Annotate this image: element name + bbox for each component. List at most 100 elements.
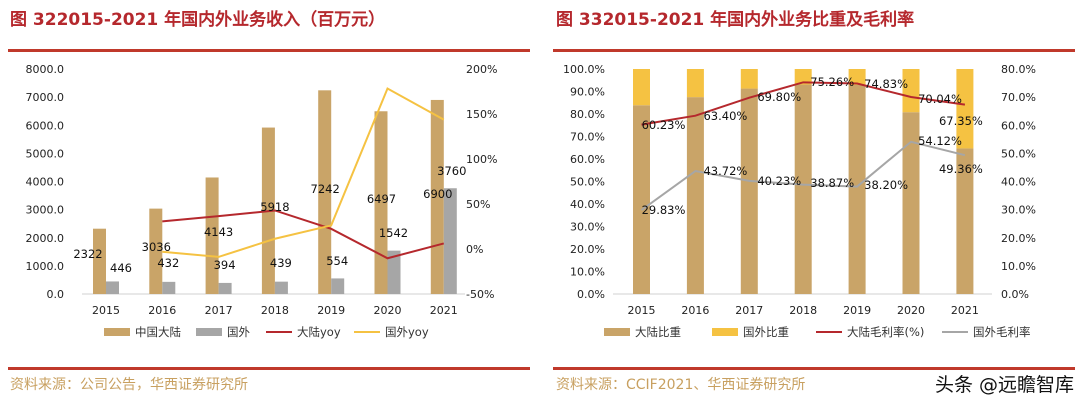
bar-大陆比重-2018 xyxy=(794,84,812,295)
left-bottom-rule xyxy=(8,367,530,370)
y2-tick-label: 10.0% xyxy=(1001,260,1036,273)
data-label: 554 xyxy=(326,254,348,268)
bar-中国大陆-2015 xyxy=(93,228,106,294)
legend-label: 国外毛利率 xyxy=(973,325,1031,339)
bar-国外比重-2016 xyxy=(686,69,704,98)
y2-tick-label: 70.0% xyxy=(1001,91,1036,104)
y-tick-label: 3000.0 xyxy=(26,204,65,217)
legend-label: 国外 xyxy=(227,325,250,339)
legend-label: 国外比重 xyxy=(743,325,789,339)
y-tick-label: 10.0% xyxy=(570,266,605,279)
x-tick-label: 2020 xyxy=(897,304,925,317)
y2-tick-label: 200% xyxy=(466,63,497,76)
data-label: 394 xyxy=(214,258,236,272)
data-label: 6497 xyxy=(367,192,396,206)
y-tick-label: 40.0% xyxy=(570,198,605,211)
right-source: 资料来源：CCIF2021、华西证券研究所 xyxy=(556,377,805,393)
y-tick-label: 7000.0 xyxy=(26,91,65,104)
data-label: 439 xyxy=(270,256,292,270)
y-tick-label: 8000.0 xyxy=(26,63,65,76)
bar-国外-2017 xyxy=(218,282,232,294)
bar-国外-2015 xyxy=(106,281,119,294)
bar-中国大陆-2017 xyxy=(205,177,219,294)
right-top-rule xyxy=(553,49,1075,52)
data-label: 6900 xyxy=(423,187,452,201)
y-tick-label: 80.0% xyxy=(570,108,605,121)
data-label: 38.20% xyxy=(864,178,908,192)
bar-国外比重-2019 xyxy=(848,69,866,85)
data-label: 67.35% xyxy=(939,114,983,128)
bar-国外-2021 xyxy=(443,188,457,294)
x-tick-label: 2018 xyxy=(261,304,289,317)
x-tick-label: 2016 xyxy=(681,304,709,317)
share-margin-chart: 0.0% 10.0% 20.0% 30.0% 40.0% 50.0% 60.0% 70.0% 8… xyxy=(563,63,1036,339)
bar-国外比重-2021 xyxy=(956,69,974,149)
y2-tick-label: 20.0% xyxy=(1001,232,1036,245)
bar-中国大陆-2019 xyxy=(318,90,332,294)
x-tick-label: 2017 xyxy=(205,304,233,317)
x-tick-label: 2018 xyxy=(789,304,817,317)
data-label: 29.83% xyxy=(642,203,686,217)
x-tick-label: 2019 xyxy=(317,304,345,317)
left-source: 资料来源：公司公告，华西证券研究所 xyxy=(10,377,248,393)
x-tick-label: 2021 xyxy=(951,304,979,317)
x-tick-label: 2015 xyxy=(92,304,120,317)
data-label: 63.40% xyxy=(703,109,747,123)
bar-中国大陆-2020 xyxy=(374,111,388,294)
data-label: 60.23% xyxy=(642,118,686,132)
data-label: 75.26% xyxy=(810,75,854,89)
bar-大陆比重-2019 xyxy=(848,84,866,294)
bar-国外-2016 xyxy=(162,281,176,294)
x-tick-label: 2015 xyxy=(628,304,656,317)
y-tick-label: 4000.0 xyxy=(26,176,65,189)
legend-swatch xyxy=(604,328,630,336)
y-tick-label: 0.0% xyxy=(577,288,605,301)
data-label: 3036 xyxy=(142,240,171,254)
line-国外毛利率 xyxy=(640,140,966,211)
bar-国外-2020 xyxy=(387,250,401,294)
legend-swatch xyxy=(196,328,222,336)
y2-tick-label: 0.0% xyxy=(1001,288,1029,301)
y2-tick-label: 30.0% xyxy=(1001,204,1036,217)
legend-label: 国外yoy xyxy=(385,325,429,339)
y-tick-label: 30.0% xyxy=(570,221,605,234)
bar-国外比重-2018 xyxy=(794,69,812,85)
line-国外yoy xyxy=(162,87,445,258)
right-bottom-rule xyxy=(553,367,1075,370)
x-tick-label: 2021 xyxy=(430,304,458,317)
bar-大陆比重-2021 xyxy=(956,148,974,294)
left-top-rule xyxy=(8,49,530,52)
data-label: 49.36% xyxy=(939,162,983,176)
legend-swatch xyxy=(104,328,130,336)
data-label: 74.83% xyxy=(864,77,908,91)
x-tick-label: 2019 xyxy=(843,304,871,317)
bar-大陆比重-2015 xyxy=(633,105,650,294)
x-tick-label: 2020 xyxy=(374,304,402,317)
bar-国外比重-2020 xyxy=(902,69,920,113)
bar-国外-2018 xyxy=(274,281,288,294)
data-label: 5918 xyxy=(260,200,289,214)
line-大陆毛利率(%) xyxy=(641,81,966,126)
data-label: 70.04% xyxy=(918,92,962,106)
x-tick-label: 2017 xyxy=(735,304,763,317)
bar-国外比重-2017 xyxy=(740,69,758,89)
y-tick-label: 2000.0 xyxy=(26,232,65,245)
legend-label: 大陆比重 xyxy=(635,325,681,339)
revenue-chart: 0.0 1000.0 2000.0 3000.0 4000.0 5000.0 6000.0 7… xyxy=(26,63,498,339)
line-大陆yoy xyxy=(162,209,445,260)
data-label: 432 xyxy=(157,256,179,270)
bar-国外比重-2015 xyxy=(633,69,650,106)
y2-tick-label: 50% xyxy=(466,198,490,211)
y-tick-label: 6000.0 xyxy=(26,119,65,132)
watermark: 头条 @远瞻智库 xyxy=(935,374,1074,396)
y-tick-label: 20.0% xyxy=(570,243,605,256)
bar-国外-2019 xyxy=(331,278,345,294)
legend-label: 大陆yoy xyxy=(297,325,341,339)
data-label: 4143 xyxy=(204,225,233,239)
legend-swatch xyxy=(712,328,738,336)
data-label: 69.80% xyxy=(757,90,801,104)
data-label: 2322 xyxy=(73,247,102,261)
bar-大陆比重-2017 xyxy=(740,88,758,294)
right-chart-title: 图 332015-2021 年国内外业务比重及毛利率 xyxy=(556,9,914,30)
